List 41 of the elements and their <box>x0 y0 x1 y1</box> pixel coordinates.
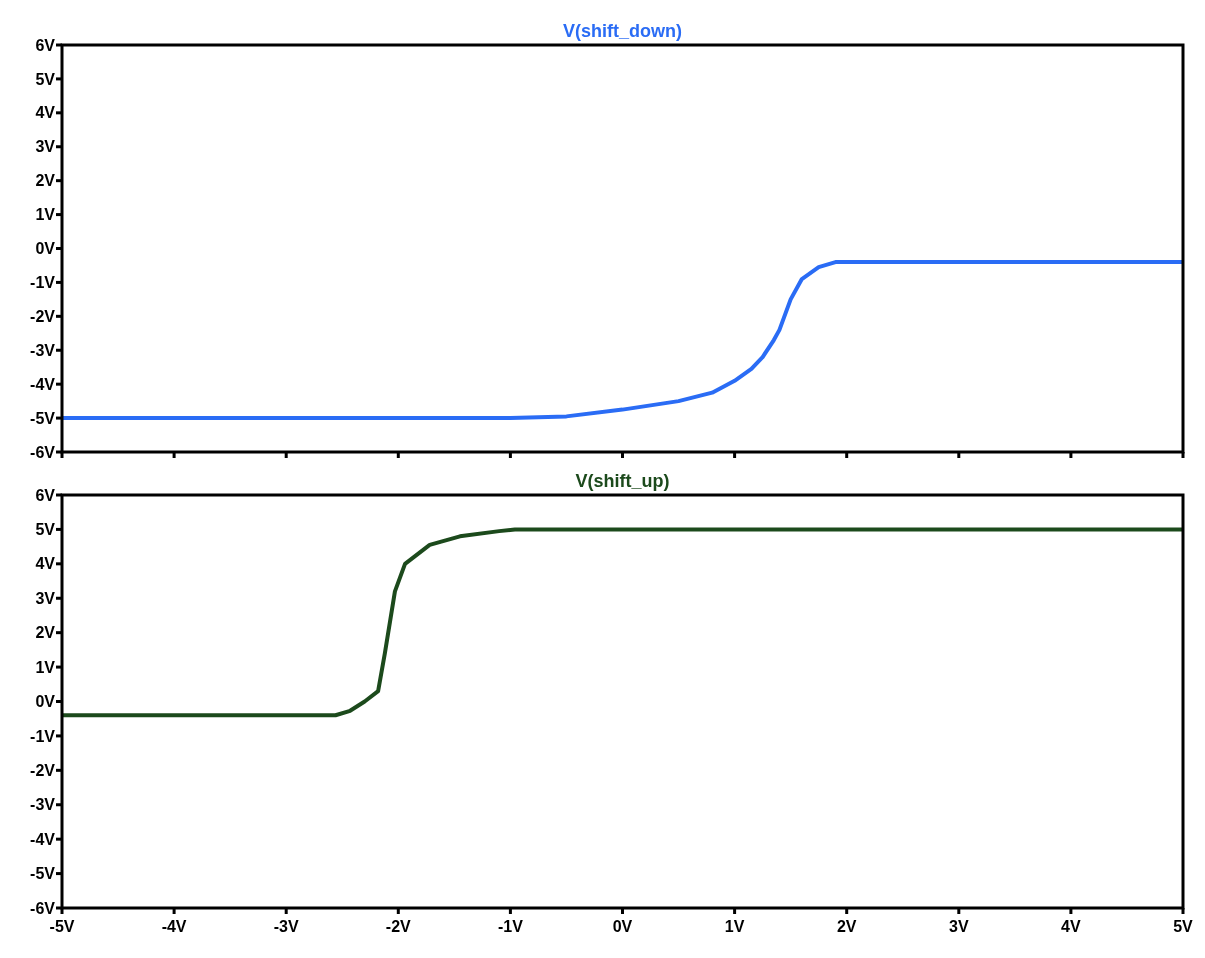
x-tick-label: 1V <box>724 918 745 935</box>
y-tick-label: 6V <box>35 36 56 54</box>
y-tick-label: 5V <box>35 70 56 88</box>
x-tick-label: 0V <box>612 918 633 935</box>
y-tick-label: 3V <box>35 138 56 156</box>
x-tick-label: -5V <box>49 918 75 935</box>
y-tick-label: -3V <box>30 341 56 359</box>
y-tick-label: 1V <box>35 206 56 224</box>
line-series <box>62 527 1183 718</box>
y-tick-label: 4V <box>35 104 56 122</box>
y-tick-label: 1V <box>35 658 56 676</box>
x-tick-label: 3V <box>949 918 969 935</box>
y-tick-label: -1V <box>30 274 56 292</box>
y-tick-label: -1V <box>30 727 56 745</box>
x-tick-label: -1V <box>497 918 524 935</box>
y-tick-label: 2V <box>35 624 56 642</box>
y-tick-label: -2V <box>30 307 56 325</box>
chart-title: V(shift_down) <box>563 21 682 41</box>
y-tick-label: -3V <box>30 796 56 814</box>
y-tick-label: 6V <box>35 486 56 504</box>
y-tick-label: 2V <box>35 172 56 190</box>
y-tick-label: 0V <box>35 240 56 258</box>
y-tick-label: 4V <box>35 555 56 573</box>
x-tick-label: 5V <box>1173 918 1194 935</box>
chart-title: V(shift_up) <box>575 471 670 491</box>
x-tick-label: -2V <box>385 918 412 935</box>
line-series <box>62 260 1183 421</box>
y-tick-label: -5V <box>30 409 56 427</box>
y-tick-label: 5V <box>35 521 56 539</box>
y-tick-label: -5V <box>30 865 56 883</box>
y-tick-label: 0V <box>35 693 56 711</box>
x-tick-label: 2V <box>836 918 857 935</box>
y-tick-label: 3V <box>35 589 56 607</box>
x-tick-label: -4V <box>161 918 187 935</box>
y-tick-label: -6V <box>30 443 56 461</box>
x-tick-label: 4V <box>1061 918 1082 935</box>
y-tick-label: -6V <box>30 899 56 917</box>
y-tick-label: -2V <box>30 761 56 779</box>
y-tick-label: -4V <box>30 375 56 393</box>
y-tick-label: -4V <box>30 830 56 848</box>
x-tick-label: -3V <box>273 918 299 935</box>
